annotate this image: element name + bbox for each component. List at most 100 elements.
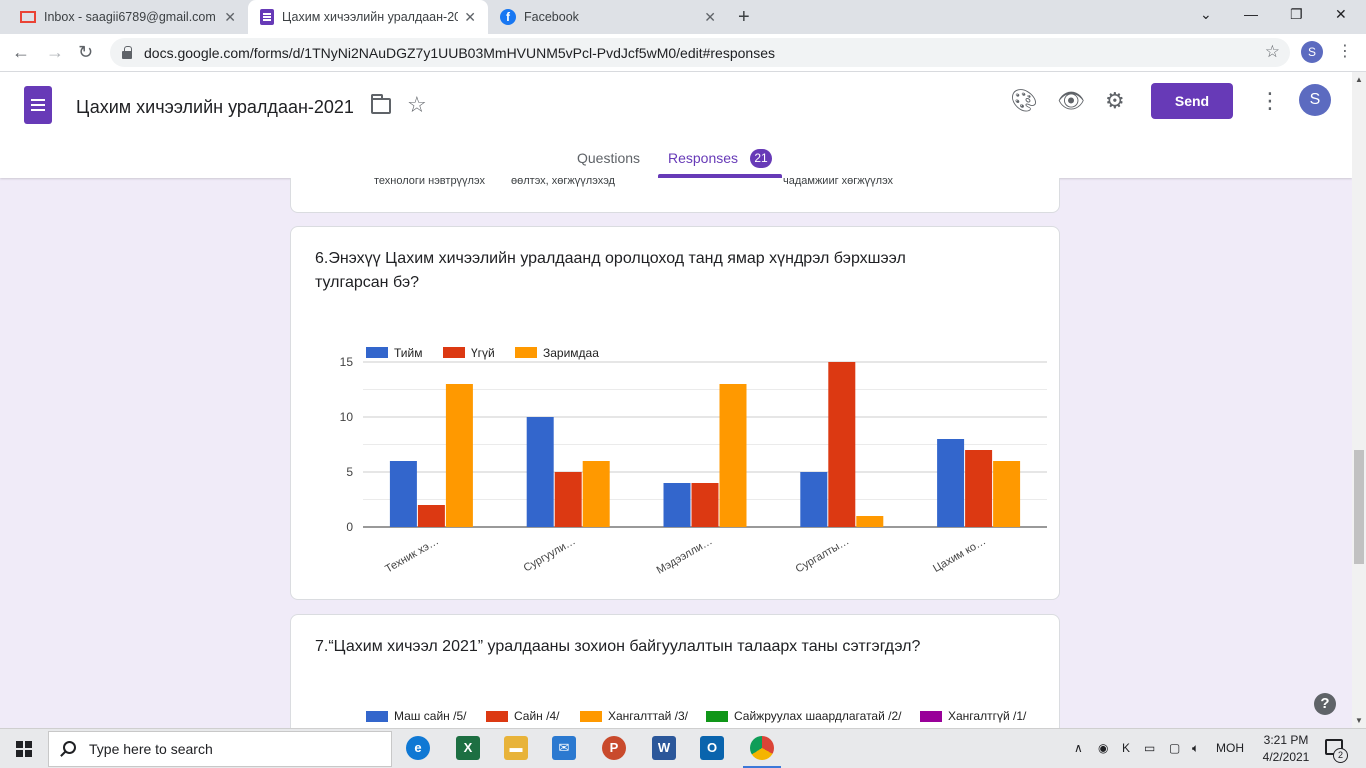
- star-icon[interactable]: ☆: [407, 92, 427, 117]
- tab-title: Facebook: [524, 10, 579, 24]
- scrollbar-thumb[interactable]: [1354, 450, 1364, 564]
- legend-label: Хангалтгүй /1/: [948, 709, 1027, 723]
- word-icon[interactable]: W: [652, 736, 676, 760]
- bar: [800, 472, 828, 527]
- browser-menu-icon[interactable]: ⋮: [1337, 43, 1353, 60]
- legend-label: Сайжруулах шаардлагатай /2/: [734, 709, 902, 723]
- system-clock[interactable]: 3:21 PM 4/2/2021: [1254, 732, 1318, 766]
- url-text: docs.google.com/forms/d/1TNyNi2NAuDGZ7y1…: [144, 44, 775, 61]
- send-button[interactable]: Send: [1151, 83, 1233, 119]
- search-placeholder: Type here to search: [89, 741, 213, 757]
- y-tick-label: 10: [340, 410, 354, 424]
- outlook-icon[interactable]: O: [700, 736, 724, 760]
- legend-label: Заримдаа: [543, 346, 599, 360]
- axis-label-cut: чадамжийг хөгжүүлэх: [783, 178, 894, 187]
- battery-icon[interactable]: ▭: [1144, 741, 1156, 755]
- window-close-icon[interactable]: ✕: [1335, 6, 1347, 22]
- tab-title: Inbox - saagii6789@gmail.com -: [44, 10, 219, 24]
- y-tick-label: 15: [340, 355, 354, 369]
- legend-swatch: [706, 711, 728, 722]
- lock-icon: [122, 45, 132, 59]
- gmail-icon: [20, 11, 36, 23]
- facebook-icon: f: [500, 9, 516, 25]
- x-tick-label: Сургалты…: [794, 535, 852, 575]
- tab-questions[interactable]: Questions: [577, 150, 641, 166]
- bar: [663, 483, 691, 527]
- edge-icon[interactable]: e: [406, 736, 430, 760]
- bar: [526, 417, 554, 527]
- mail-icon[interactable]: ✉: [552, 736, 576, 760]
- bar: [582, 461, 610, 527]
- form-title[interactable]: Цахим хичээлийн уралдаан-2021: [76, 97, 354, 117]
- bar: [993, 461, 1021, 527]
- excel-icon[interactable]: X: [456, 736, 480, 760]
- legend-swatch: [443, 347, 465, 358]
- question-7-card: 7.“Цахим хичээл 2021” уралдааны зохион б…: [290, 614, 1060, 728]
- tab-responses[interactable]: Responses: [668, 150, 739, 166]
- x-tick-label: Сургуули…: [522, 535, 578, 574]
- chrome-icon[interactable]: [750, 736, 774, 760]
- forms-icon: [260, 9, 274, 25]
- windows-taskbar: Type here to search e X ▬ ✉ P W O ∧ ◉ K …: [0, 728, 1366, 768]
- network-icon[interactable]: ▢: [1169, 741, 1181, 755]
- help-icon[interactable]: ?: [1314, 693, 1336, 715]
- tray-overflow-icon[interactable]: ∧: [1074, 741, 1083, 755]
- forward-icon[interactable]: →: [46, 42, 64, 62]
- more-options-icon[interactable]: ⋮: [1259, 88, 1281, 113]
- address-bar[interactable]: docs.google.com/forms/d/1TNyNi2NAuDGZ7y1…: [110, 38, 1290, 67]
- tab-title: Цахим хичээлийн уралдаан-202: [282, 10, 459, 24]
- preview-eye-icon[interactable]: 👁︎: [1057, 88, 1085, 113]
- bar: [691, 483, 719, 527]
- settings-gear-icon[interactable]: ⚙: [1105, 88, 1125, 113]
- axis-label-cut: технологи нэвтрүүлэх: [374, 178, 485, 187]
- account-avatar[interactable]: S: [1299, 84, 1331, 116]
- x-tick-label: Цахим ко…: [931, 535, 988, 575]
- powerpoint-icon[interactable]: P: [602, 736, 626, 760]
- bar: [554, 472, 582, 527]
- volume-icon[interactable]: 🔈︎: [1192, 741, 1200, 755]
- close-icon[interactable]: ✕: [704, 8, 716, 25]
- browser-tab-facebook[interactable]: f Facebook ✕: [488, 0, 728, 34]
- close-icon[interactable]: ✕: [464, 8, 476, 25]
- tray-app-icon[interactable]: ◉: [1098, 741, 1109, 755]
- folder-icon[interactable]: [371, 94, 391, 114]
- scroll-up-icon[interactable]: ▲: [1355, 75, 1363, 84]
- back-icon[interactable]: ←: [12, 42, 30, 62]
- bookmark-star-icon[interactable]: ☆: [1264, 42, 1280, 61]
- close-icon[interactable]: ✕: [224, 8, 236, 25]
- page-scrollbar[interactable]: ▲ ▼: [1352, 72, 1366, 728]
- reload-icon[interactable]: ↻: [78, 42, 94, 62]
- forms-header: Цахим хичээлийн уралдаан-2021 ☆ 🎨︎ 👁︎ ⚙ …: [0, 72, 1352, 178]
- browser-tab-gmail[interactable]: Inbox - saagii6789@gmail.com - ✕: [8, 0, 248, 34]
- scroll-down-icon[interactable]: ▼: [1355, 716, 1363, 725]
- windows-start-icon[interactable]: [16, 741, 32, 757]
- legend-label: Сайн /4/: [514, 709, 560, 723]
- legend-label: Маш сайн /5/: [394, 709, 467, 723]
- x-tick-label: Мэдээлли…: [655, 535, 715, 576]
- legend-label: Хангалттай /3/: [608, 709, 689, 723]
- google-forms-logo-icon[interactable]: [24, 86, 52, 124]
- active-tab-indicator: [658, 174, 782, 178]
- responses-content: технологи нэвтрүүлэх өөлтэх, хөгжүүлэхэд…: [0, 178, 1352, 728]
- file-explorer-icon[interactable]: ▬: [504, 736, 528, 760]
- language-indicator[interactable]: МОН: [1216, 741, 1244, 755]
- axis-label-cut: өөлтэх, хөгжүүлэхэд: [511, 178, 615, 187]
- question-7-title: 7.“Цахим хичээл 2021” уралдааны зохион б…: [315, 638, 921, 655]
- browser-toolbar: ← → ↻ docs.google.com/forms/d/1TNyNi2NAu…: [0, 34, 1366, 72]
- tab-search-icon[interactable]: ⌄: [1200, 6, 1212, 22]
- palette-icon[interactable]: 🎨︎: [1010, 88, 1038, 113]
- minimize-icon[interactable]: —: [1244, 6, 1258, 22]
- browser-profile-avatar[interactable]: S: [1301, 41, 1323, 63]
- previous-question-card: технологи нэвтрүүлэх өөлтэх, хөгжүүлэхэд…: [290, 178, 1060, 213]
- question-6-card: 6.Энэхүү Цахим хичээлийн уралдаанд оролц…: [290, 226, 1060, 600]
- legend-label: Тийм: [394, 346, 422, 360]
- new-tab-icon[interactable]: +: [738, 6, 750, 28]
- browser-tab-forms[interactable]: Цахим хичээлийн уралдаан-202 ✕: [248, 0, 488, 34]
- notification-count: 2: [1333, 748, 1348, 763]
- taskbar-search-input[interactable]: Type here to search: [48, 731, 392, 767]
- tray-k-icon[interactable]: K: [1122, 741, 1131, 755]
- question-6-bar-chart: 0 5 10 15 Техник хэ… Сургуули… Мэдээлли… Сургал…: [340, 346, 1047, 577]
- search-icon: [63, 741, 76, 754]
- restore-icon[interactable]: ❐: [1290, 6, 1303, 22]
- y-tick-label: 0: [346, 520, 353, 534]
